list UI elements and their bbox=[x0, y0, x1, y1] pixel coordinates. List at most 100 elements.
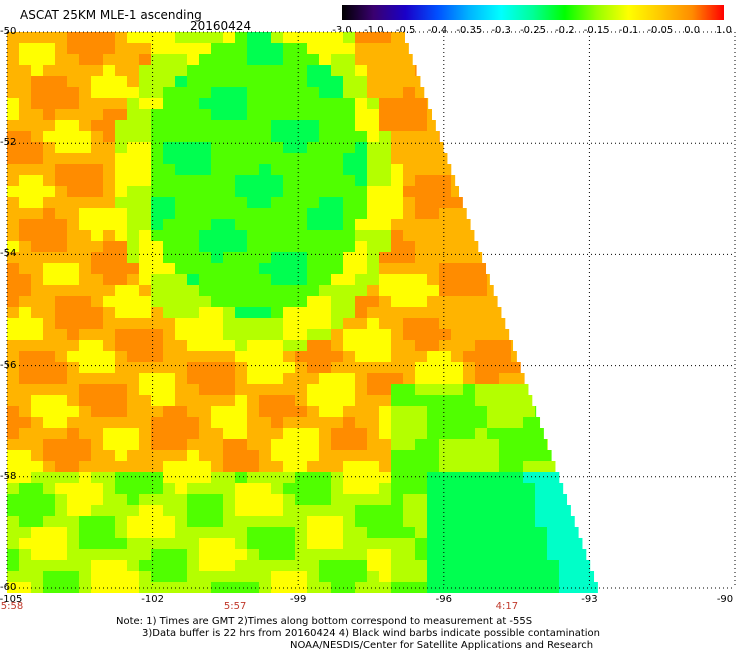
data-cell bbox=[43, 109, 55, 120]
data-cell bbox=[499, 582, 511, 593]
data-cell bbox=[199, 54, 211, 65]
data-cell bbox=[523, 549, 535, 560]
data-cell bbox=[463, 263, 475, 274]
data-cell bbox=[307, 428, 319, 439]
data-cell bbox=[259, 483, 271, 494]
data-cell bbox=[127, 351, 139, 362]
data-cell bbox=[187, 285, 199, 296]
data-cell bbox=[139, 219, 151, 230]
data-cell bbox=[283, 582, 295, 593]
data-cell bbox=[295, 131, 307, 142]
data-cell bbox=[115, 439, 127, 450]
data-cell bbox=[475, 351, 487, 362]
data-cell bbox=[259, 516, 271, 527]
data-cell bbox=[247, 340, 259, 351]
data-cell bbox=[463, 549, 475, 560]
data-cell bbox=[139, 505, 151, 516]
data-cell bbox=[307, 329, 319, 340]
data-cell bbox=[367, 549, 379, 560]
data-cell bbox=[67, 109, 79, 120]
data-cell bbox=[31, 307, 43, 318]
data-cell bbox=[175, 32, 187, 43]
data-cell bbox=[19, 494, 31, 505]
data-cell bbox=[559, 494, 567, 505]
data-cell bbox=[7, 373, 19, 384]
data-cell bbox=[355, 307, 367, 318]
data-cell bbox=[67, 285, 79, 296]
data-cell bbox=[271, 285, 283, 296]
data-cell bbox=[355, 98, 367, 109]
data-cell bbox=[463, 230, 474, 241]
data-cell bbox=[391, 241, 403, 252]
data-cell bbox=[91, 98, 103, 109]
data-cell bbox=[295, 164, 307, 175]
data-cell bbox=[439, 362, 451, 373]
data-cell bbox=[91, 197, 103, 208]
data-cell bbox=[355, 318, 367, 329]
data-cell bbox=[223, 241, 235, 252]
data-cell bbox=[19, 131, 31, 142]
data-cell bbox=[67, 351, 79, 362]
data-cell bbox=[415, 351, 427, 362]
data-cell bbox=[151, 208, 163, 219]
data-cell bbox=[115, 87, 127, 98]
data-cell bbox=[391, 197, 403, 208]
data-cell bbox=[487, 505, 499, 516]
data-cell bbox=[79, 318, 91, 329]
data-cell bbox=[583, 549, 586, 560]
data-cell bbox=[103, 516, 115, 527]
data-cell bbox=[163, 54, 175, 65]
data-cell bbox=[127, 241, 139, 252]
data-cell bbox=[331, 109, 343, 120]
data-cell bbox=[475, 395, 487, 406]
data-cell bbox=[307, 274, 319, 285]
data-cell bbox=[487, 285, 494, 296]
data-cell bbox=[79, 109, 91, 120]
data-cell bbox=[283, 483, 295, 494]
data-cell bbox=[103, 527, 115, 538]
data-cell bbox=[187, 197, 199, 208]
data-cell bbox=[271, 527, 283, 538]
data-cell bbox=[559, 571, 571, 582]
data-cell bbox=[175, 43, 187, 54]
data-cell bbox=[307, 417, 319, 428]
data-cell bbox=[403, 439, 415, 450]
data-cell bbox=[403, 428, 415, 439]
data-cell bbox=[403, 87, 415, 98]
data-cell bbox=[283, 98, 295, 109]
data-cell bbox=[319, 208, 331, 219]
data-cell bbox=[271, 461, 283, 472]
data-cell bbox=[331, 54, 343, 65]
data-cell bbox=[19, 351, 31, 362]
data-cell bbox=[271, 516, 283, 527]
data-cell bbox=[379, 32, 391, 43]
data-cell bbox=[427, 516, 439, 527]
data-cell bbox=[187, 219, 199, 230]
data-cell bbox=[79, 263, 91, 274]
data-cell bbox=[163, 516, 175, 527]
data-cell bbox=[223, 252, 235, 263]
data-cell bbox=[151, 164, 163, 175]
data-cell bbox=[271, 571, 283, 582]
data-cell bbox=[55, 527, 67, 538]
data-cell bbox=[283, 241, 295, 252]
data-cell bbox=[91, 571, 103, 582]
data-cell bbox=[79, 450, 91, 461]
data-cell bbox=[19, 483, 31, 494]
data-cell bbox=[55, 98, 67, 109]
data-cell bbox=[235, 318, 247, 329]
data-cell bbox=[319, 65, 331, 76]
data-cell bbox=[391, 98, 403, 109]
data-cell bbox=[235, 571, 247, 582]
data-cell bbox=[427, 318, 439, 329]
data-cell bbox=[403, 175, 415, 186]
data-cell bbox=[463, 318, 475, 329]
data-cell bbox=[343, 296, 355, 307]
data-cell bbox=[163, 538, 175, 549]
data-cell bbox=[283, 219, 295, 230]
data-cell bbox=[91, 472, 103, 483]
data-cell bbox=[259, 230, 271, 241]
data-cell bbox=[499, 329, 509, 340]
data-cell bbox=[391, 32, 403, 43]
data-cell bbox=[235, 395, 247, 406]
